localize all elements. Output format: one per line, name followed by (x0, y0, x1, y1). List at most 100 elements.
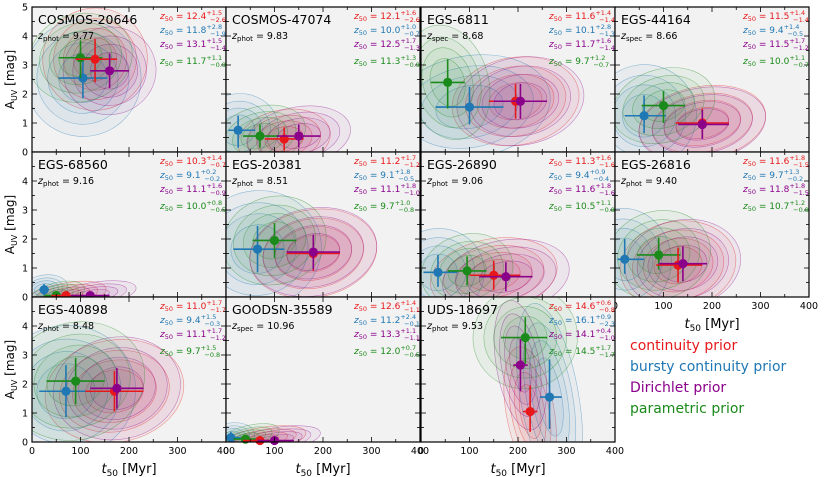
z50-dirichlet: z50 = 11.8+1.8 −1.5 (742, 182, 809, 197)
z50-continuity: z50 = 10.3+1.4 −0.7 (159, 154, 226, 169)
xtick-label: 200 (120, 446, 138, 457)
z50-dirichlet: z50 = 11.1+1.8 −1.0 (353, 182, 420, 197)
z50-sub: 50 (165, 188, 173, 196)
z50-lower: −1.2 (793, 44, 809, 52)
redshift-label: zphot = 9.53 (426, 321, 483, 333)
z50-z: z (159, 202, 165, 212)
z50-z: z (742, 202, 748, 212)
z50-parametric: z50 = 10.5+1.1 −0.8 (548, 199, 615, 214)
z50-sub: 50 (165, 160, 173, 168)
z50-continuity: z50 = 11.6+1.8 −1.5 (742, 154, 809, 169)
z50-dirichlet: z50 = 12.5+1.7 −1.3 (353, 37, 420, 52)
z50-lower: −0.5 (210, 206, 226, 214)
redshift-sub: phot (237, 35, 253, 43)
point-dirichlet (294, 131, 304, 141)
z50-z: z (353, 40, 359, 50)
point-continuity (489, 270, 499, 280)
z50-value: = 11.1 (173, 330, 206, 340)
z50-sub: 50 (748, 205, 756, 213)
z50-value: = 11.8 (173, 26, 207, 36)
z50-upper: +2.4 (400, 313, 416, 321)
z50-sub: 50 (359, 350, 367, 358)
z50-lower: −0.2 (204, 175, 220, 183)
redshift-z: z (231, 176, 238, 187)
z50-parametric: z50 = 9.7+1.5 −0.8 (159, 344, 220, 359)
redshift-value: = 8.66 (642, 31, 677, 42)
z50-lower: −0.4 (593, 175, 609, 183)
z50-value: = 9.4 (173, 316, 201, 326)
z50-parametric: z50 = 9.7+1.0 −0.8 (353, 199, 414, 214)
point-parametric (255, 131, 265, 141)
panel-background (421, 297, 615, 442)
z50-value: = 9.7 (367, 202, 395, 212)
z50-value: = 10.3 (173, 157, 206, 167)
redshift-value: = 8.68 (448, 31, 483, 42)
z50-value: = 14.5 (562, 347, 595, 357)
ytick-label: 1 (22, 264, 28, 275)
z50-bursty: z50 = 11.8+2.8 −1.9 (159, 23, 226, 38)
panel-background (226, 152, 420, 297)
ytick-label: 1 (22, 409, 28, 420)
point-bursty (39, 285, 49, 295)
x-axis-label-unit: [Myr] (701, 317, 740, 332)
z50-sub: 50 (748, 188, 756, 196)
z50-lower: −0.1 (404, 320, 420, 328)
z50-sub: 50 (359, 60, 367, 68)
point-dirichlet (112, 383, 122, 393)
redshift-label: zphot = 9.40 (620, 176, 677, 188)
z50-value: = 10.1 (562, 26, 595, 36)
galaxy-name: EGS-44164 (621, 12, 691, 27)
point-bursty (639, 111, 649, 121)
z50-sub: 50 (554, 188, 562, 196)
xtick-label: 400 (217, 446, 235, 457)
legend-parametric: parametric prior (630, 401, 745, 417)
z50-value: = 14.6 (562, 302, 596, 312)
galaxy-name: COSMOS-20646 (38, 12, 137, 27)
z50-z: z (353, 330, 359, 340)
z50-z: z (159, 12, 165, 22)
xtick-label: 300 (557, 446, 575, 457)
point-bursty (233, 125, 243, 135)
z50-z: z (353, 316, 359, 326)
z50-lower: −0.8 (793, 206, 809, 214)
z50-value: = 11.5 (756, 40, 789, 50)
z50-sub: 50 (554, 160, 562, 168)
z50-continuity: z50 = 11.3+1.6 −1.6 (548, 154, 615, 169)
z50-continuity: z50 = 11.0+1.7 −1.7 (159, 299, 226, 314)
z50-sub: 50 (554, 43, 562, 51)
z50-z: z (353, 171, 359, 181)
z50-value: = 11.7 (562, 40, 595, 50)
ytick-label: 4 (22, 32, 28, 43)
point-dirichlet (515, 360, 526, 370)
z50-bursty: z50 = 9.1+0.2 −0.2 (159, 168, 220, 183)
z50-parametric: z50 = 12.0+0.7 −0.5 (353, 344, 420, 359)
z50-z: z (548, 316, 554, 326)
point-dirichlet (515, 96, 526, 106)
redshift-z: z (37, 176, 44, 187)
x-axis-label-sub: 50 (496, 469, 508, 477)
z50-z: z (742, 185, 748, 195)
galaxy-name: UDS-18697 (427, 302, 498, 317)
z50-z: z (548, 171, 554, 181)
z50-upper: +1.7 (206, 299, 222, 307)
redshift-value: = 9.83 (253, 31, 288, 42)
z50-z: z (159, 26, 165, 36)
z50-dirichlet: z50 = 11.1+1.6 −0.9 (159, 182, 226, 197)
xtick-label: 300 (751, 301, 769, 312)
x-axis-label-sub: 50 (690, 324, 702, 334)
z50-value: = 9.1 (173, 171, 201, 181)
xtick-label: 400 (800, 301, 818, 312)
z50-value: = 11.6 (756, 157, 790, 167)
z50-upper: +1.7 (789, 37, 805, 45)
z50-value: = 9.1 (367, 171, 395, 181)
x-axis-label-t: t (684, 317, 690, 332)
ytick-label: 0 (22, 438, 28, 449)
redshift-value: = 8.48 (59, 321, 94, 332)
panel-background (226, 297, 420, 442)
z50-value: = 10.0 (367, 26, 401, 36)
z50-bursty: z50 = 9.4+1.5 −0.3 (159, 313, 220, 328)
z50-sub: 50 (359, 174, 367, 182)
z50-lower: −1.0 (404, 189, 420, 197)
z50-lower: −0.8 (398, 206, 414, 214)
